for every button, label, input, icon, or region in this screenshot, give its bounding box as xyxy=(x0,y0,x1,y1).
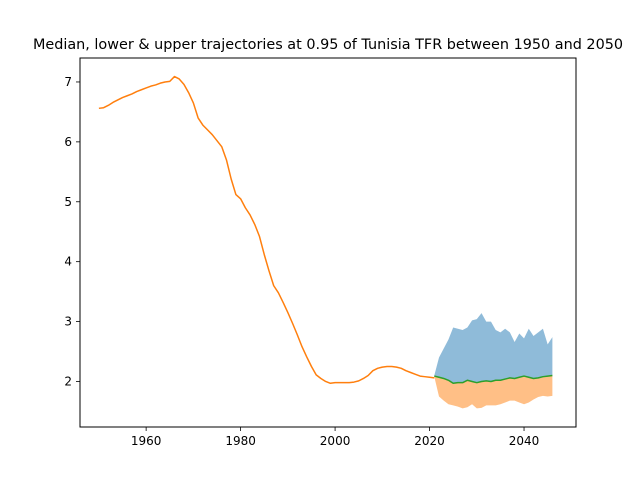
y-tick-label: 2 xyxy=(64,374,72,388)
x-tick-label: 2000 xyxy=(320,434,351,448)
x-axis: 1960 1980 2000 2020 2040 xyxy=(131,427,539,448)
historical-tfr-line xyxy=(98,75,435,385)
y-tick-label: 3 xyxy=(64,315,72,329)
x-tick-label: 1960 xyxy=(131,434,162,448)
y-tick-label: 4 xyxy=(64,255,72,269)
y-tick-label: 7 xyxy=(64,75,72,89)
y-tick-label: 5 xyxy=(64,195,72,209)
lower-band-area xyxy=(434,375,553,409)
x-tick-label: 2020 xyxy=(414,434,445,448)
y-tick-label: 6 xyxy=(64,135,72,149)
y-axis: 2 3 4 5 6 7 xyxy=(64,75,80,388)
plot-area xyxy=(98,75,553,409)
axes-frame xyxy=(79,57,577,428)
upper-band-area xyxy=(434,313,553,384)
x-tick-label: 2040 xyxy=(509,434,540,448)
x-tick-label: 1980 xyxy=(225,434,256,448)
median-projection-line xyxy=(434,374,553,385)
chart-title: Median, lower & upper trajectories at 0.… xyxy=(33,37,623,53)
